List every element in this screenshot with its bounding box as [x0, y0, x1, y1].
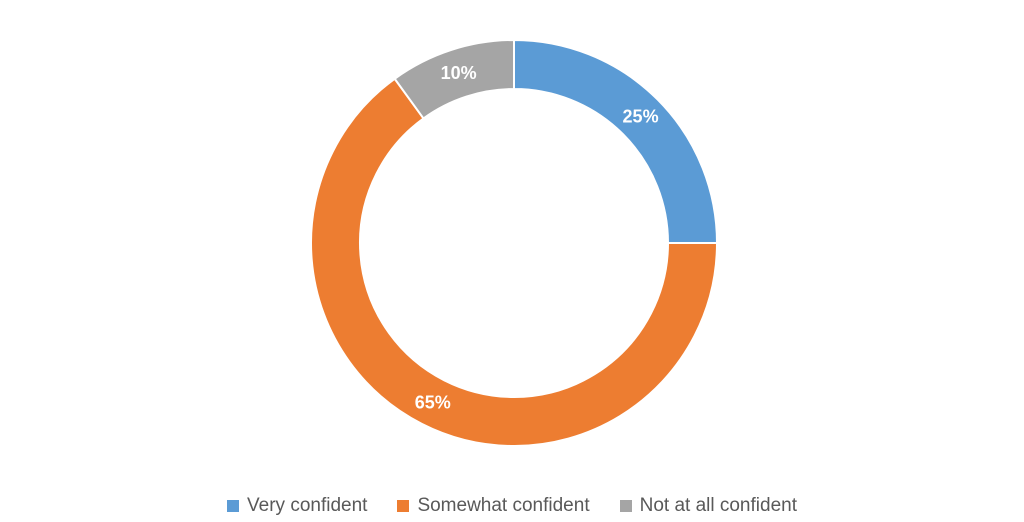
legend-item-very-confident[interactable]: Very confident — [227, 495, 367, 517]
doughnut-data-labels: 25% 65% 10% — [415, 63, 659, 413]
doughnut-slices — [310, 38, 719, 447]
slice-very-confident[interactable] — [513, 38, 719, 244]
data-label-very-confident: 25% — [623, 106, 659, 126]
slice-somewhat-confident[interactable] — [310, 77, 719, 447]
legend-swatch-not-at-all-confident — [619, 500, 632, 512]
legend-swatch-somewhat-confident — [397, 500, 410, 512]
legend-item-not-at-all-confident[interactable]: Not at all confident — [619, 495, 797, 517]
data-label-not-at-all-confident: 10% — [441, 63, 477, 83]
legend-label-very-confident: Very confident — [247, 495, 368, 516]
legend-swatch-very-confident — [227, 500, 240, 512]
legend-label-not-at-all-confident: Not at all confident — [639, 495, 797, 516]
legend-label-somewhat-confident: Somewhat confident — [417, 495, 590, 516]
chart-legend: Very confident Somewhat confident Not at… — [0, 492, 1024, 520]
data-label-somewhat-confident: 65% — [415, 392, 451, 412]
legend-item-somewhat-confident[interactable]: Somewhat confident — [397, 495, 590, 517]
slice-not-at-all-confident[interactable] — [393, 38, 515, 120]
